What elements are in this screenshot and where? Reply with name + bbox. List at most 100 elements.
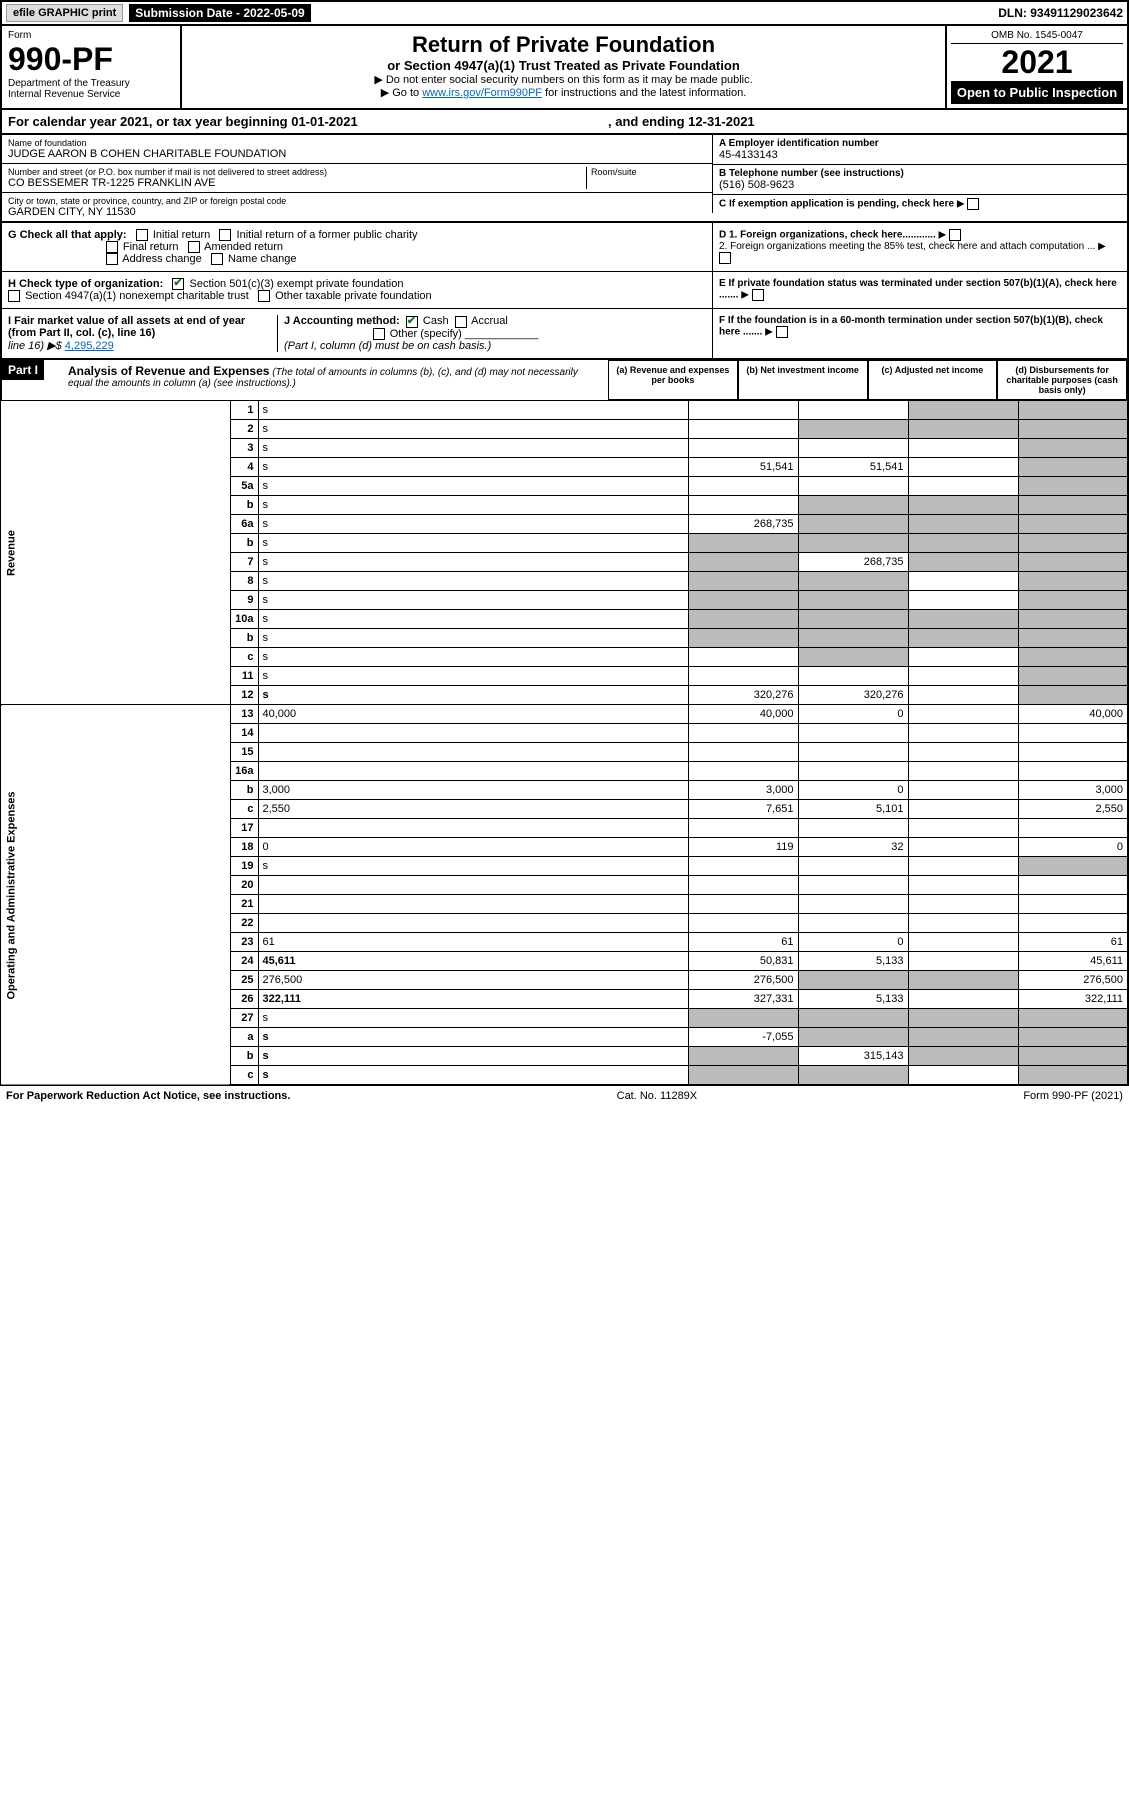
cell-a [688,553,798,572]
col-c-head: (c) Adjusted net income [868,360,998,400]
cell-b [798,401,908,420]
cell-a [688,477,798,496]
cell-b [798,762,908,781]
cell-d: 322,111 [1018,990,1128,1009]
cell-c [908,515,1018,534]
line-number: 21 [230,895,258,914]
cell-a [688,401,798,420]
cell-d [1018,515,1128,534]
cell-b [798,591,908,610]
checks-ij-row: I Fair market value of all assets at end… [0,309,1129,360]
cell-d: 3,000 [1018,781,1128,800]
cb-name-change[interactable] [211,253,223,265]
cb-d1[interactable] [949,229,961,241]
header-mid: Return of Private Foundation or Section … [182,26,947,108]
cb-other-method[interactable] [373,328,385,340]
cell-b: 5,101 [798,800,908,819]
cell-c [908,420,1018,439]
cb-initial-return[interactable] [136,229,148,241]
cell-c [908,1028,1018,1047]
cb-initial-former[interactable] [219,229,231,241]
cell-a: 276,500 [688,971,798,990]
cell-a [688,762,798,781]
line-desc: 0 [258,838,688,857]
line-number: b [230,496,258,515]
line-number: 25 [230,971,258,990]
cell-b [798,724,908,743]
table-row: Operating and Administrative Expenses134… [1,705,1128,724]
foundation-address: CO BESSEMER TR-1225 FRANKLIN AVE [8,177,586,189]
address-row: Number and street (or P.O. box number if… [2,164,712,193]
cb-address-change[interactable] [106,253,118,265]
line-number: 6a [230,515,258,534]
cb-e[interactable] [752,289,764,301]
cell-c [908,629,1018,648]
cell-d [1018,895,1128,914]
cell-d [1018,914,1128,933]
cell-b: 5,133 [798,952,908,971]
cell-b [798,515,908,534]
cell-b: 0 [798,705,908,724]
city-cell: City or town, state or province, country… [2,193,712,221]
line-number: 5a [230,477,258,496]
header-right: OMB No. 1545-0047 2021 Open to Public In… [947,26,1127,108]
line-desc: s [258,1066,688,1086]
info-block: Name of foundation JUDGE AARON B COHEN C… [0,135,1129,223]
line-desc [258,876,688,895]
cell-d: 2,550 [1018,800,1128,819]
cell-b [798,876,908,895]
fmv-value[interactable]: 4,295,229 [65,340,114,352]
part1-title: Analysis of Revenue and Expenses [68,364,269,378]
cb-4947[interactable] [8,290,20,302]
cell-d: 45,611 [1018,952,1128,971]
cell-a: -7,055 [688,1028,798,1047]
irs-link[interactable]: www.irs.gov/Form990PF [422,87,542,99]
line-number: c [230,648,258,667]
cell-a: 3,000 [688,781,798,800]
c-checkbox[interactable] [967,198,979,210]
paperwork-notice: For Paperwork Reduction Act Notice, see … [6,1090,290,1102]
line-desc [258,743,688,762]
cell-d [1018,420,1128,439]
dept-treasury: Department of the Treasury [8,78,174,89]
line-number: b [230,781,258,800]
cell-c [908,914,1018,933]
omb-number: OMB No. 1545-0047 [951,30,1123,44]
line-number: c [230,1066,258,1086]
line-desc: 2,550 [258,800,688,819]
cell-a: 268,735 [688,515,798,534]
cell-c [908,819,1018,838]
cell-a [688,534,798,553]
cb-f[interactable] [776,326,788,338]
cell-b: 315,143 [798,1047,908,1066]
cell-b [798,572,908,591]
form-label: Form [8,30,174,41]
line-desc [258,819,688,838]
line-desc: 322,111 [258,990,688,1009]
cell-a: 61 [688,933,798,952]
cell-b [798,496,908,515]
cb-other-taxable[interactable] [258,290,270,302]
cell-a [688,648,798,667]
cell-b: 0 [798,933,908,952]
line-number: 3 [230,439,258,458]
name-cell: Name of foundation JUDGE AARON B COHEN C… [2,135,712,164]
line-number: 7 [230,553,258,572]
cell-a [688,895,798,914]
cell-a: 320,276 [688,686,798,705]
cell-b [798,914,908,933]
cell-a: 119 [688,838,798,857]
cb-501c3[interactable] [172,278,184,290]
cb-amended[interactable] [188,241,200,253]
cb-d2[interactable] [719,252,731,264]
main-table: Revenue1s2s3s4s51,54151,5415asbs6as268,7… [0,400,1129,1086]
cb-cash[interactable] [406,316,418,328]
col-d-head: (d) Disbursements for charitable purpose… [997,360,1127,400]
cell-d: 40,000 [1018,705,1128,724]
line-number: 19 [230,857,258,876]
dept-irs: Internal Revenue Service [8,89,174,100]
cb-final-return[interactable] [106,241,118,253]
cell-a [688,1047,798,1066]
line-number: 15 [230,743,258,762]
cb-accrual[interactable] [455,316,467,328]
